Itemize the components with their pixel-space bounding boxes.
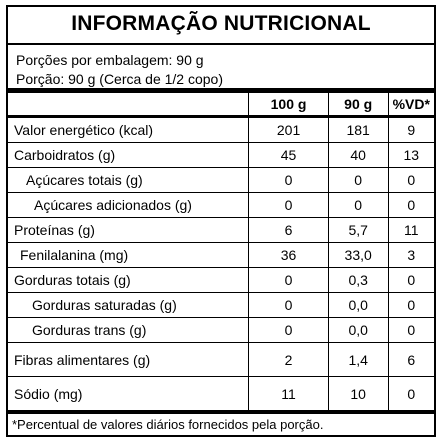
table-row: Gorduras saturadas (g) 0 0,0 0: [8, 292, 434, 318]
serving-size: Porção: 90 g (Cerca de 1/2 copo): [16, 71, 224, 87]
table-row: Fenilalanina (mg) 36 33,0 3: [8, 242, 434, 268]
value-per-portion: 0,0: [327, 317, 389, 343]
table-row: Gorduras trans (g) 0 0,0 0: [8, 317, 434, 343]
value-daily-percent: 0: [387, 267, 434, 293]
label-title: INFORMAÇÃO NUTRICIONAL: [8, 7, 434, 45]
header-daily-value: %VD*: [387, 92, 434, 117]
value-daily-percent: 0: [387, 376, 434, 411]
table-row: Proteínas (g) 6 5,7 11: [8, 217, 434, 243]
value-daily-percent: 0: [387, 167, 434, 193]
value-per-100g: 0: [248, 267, 329, 293]
footnote: *Percentual de valores diários fornecido…: [8, 411, 434, 432]
nutrient-name: Gorduras trans (g): [8, 317, 250, 343]
nutrition-table: 100 g 90 g %VD* Valor energético (kcal) …: [8, 92, 434, 411]
value-per-portion: 0,0: [327, 292, 389, 318]
value-daily-percent: 0: [387, 192, 434, 218]
value-per-100g: 2: [248, 342, 329, 377]
serving-info: Porções por embalagem: 90 g Porção: 90 g…: [8, 45, 434, 92]
value-per-100g: 11: [248, 376, 329, 411]
value-per-portion: 0: [327, 167, 389, 193]
value-per-100g: 0: [248, 167, 329, 193]
nutrient-name: Gorduras saturadas (g): [8, 292, 250, 318]
value-per-100g: 0: [248, 292, 329, 318]
nutrient-name: Proteínas (g): [8, 217, 250, 243]
header-per-100g: 100 g: [248, 92, 329, 117]
nutrient-name: Fenilalanina (mg): [8, 242, 250, 268]
value-per-portion: 181: [327, 115, 389, 143]
value-per-portion: 10: [327, 376, 389, 411]
value-per-100g: 201: [248, 115, 329, 143]
table-row: Valor energético (kcal) 201 181 9: [8, 115, 434, 143]
nutrient-name: Carboidratos (g): [8, 142, 250, 168]
header-blank: [8, 92, 250, 117]
value-per-portion: 0: [327, 192, 389, 218]
value-daily-percent: 11: [387, 217, 434, 243]
nutrient-name: Sódio (mg): [8, 376, 250, 411]
header-per-portion: 90 g: [327, 92, 389, 117]
value-per-portion: 40: [327, 142, 389, 168]
value-per-portion: 0,3: [327, 267, 389, 293]
nutrient-name: Gorduras totais (g): [8, 267, 250, 293]
value-daily-percent: 6: [387, 342, 434, 377]
nutrient-name: Açúcares adicionados (g): [8, 192, 250, 218]
nutrient-name: Valor energético (kcal): [8, 115, 250, 143]
value-per-100g: 45: [248, 142, 329, 168]
table-row: Sódio (mg) 11 10 0: [8, 376, 434, 411]
table-row: Açúcares adicionados (g) 0 0 0: [8, 192, 434, 218]
table-row: Gorduras totais (g) 0 0,3 0: [8, 267, 434, 293]
value-daily-percent: 3: [387, 242, 434, 268]
value-daily-percent: 0: [387, 317, 434, 343]
value-daily-percent: 13: [387, 142, 434, 168]
servings-per-package: Porções por embalagem: 90 g: [16, 52, 204, 68]
value-daily-percent: 9: [387, 115, 434, 143]
table-row: Fibras alimentares (g) 2 1,4 6: [8, 342, 434, 377]
nutrient-name: Fibras alimentares (g): [8, 342, 250, 377]
table-row: Açúcares totais (g) 0 0 0: [8, 167, 434, 193]
nutrition-facts-label: INFORMAÇÃO NUTRICIONAL Porções por embal…: [6, 5, 436, 437]
value-per-portion: 5,7: [327, 217, 389, 243]
value-per-100g: 6: [248, 217, 329, 243]
table-row: Carboidratos (g) 45 40 13: [8, 142, 434, 168]
value-per-100g: 0: [248, 317, 329, 343]
value-per-100g: 0: [248, 192, 329, 218]
value-per-portion: 33,0: [327, 242, 389, 268]
value-per-100g: 36: [248, 242, 329, 268]
value-daily-percent: 0: [387, 292, 434, 318]
value-per-portion: 1,4: [327, 342, 389, 377]
table-header-row: 100 g 90 g %VD*: [8, 92, 434, 117]
nutrient-name: Açúcares totais (g): [8, 167, 250, 193]
